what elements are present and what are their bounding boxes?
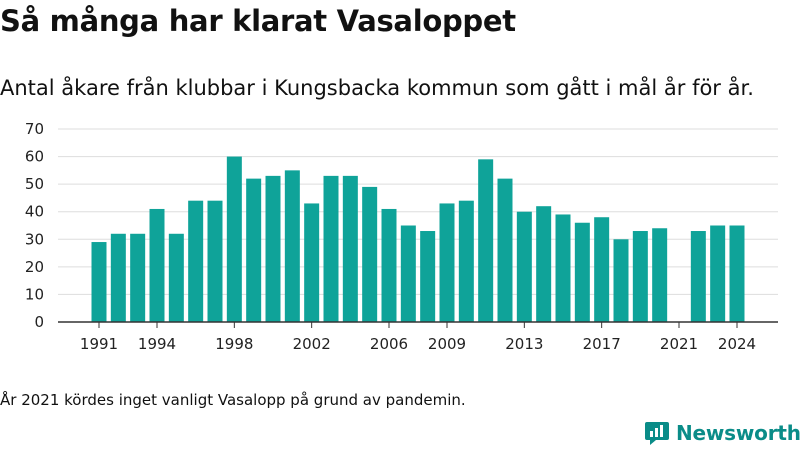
bar-2014 — [536, 206, 552, 322]
bar-1999 — [246, 178, 262, 322]
bar-2011 — [478, 159, 494, 322]
y-axis-labels: 0 10 20 30 40 50 60 70 — [25, 120, 44, 331]
bar-2005 — [362, 186, 378, 322]
bar-1998 — [226, 156, 242, 322]
gridlines — [58, 128, 778, 295]
bar-2015 — [555, 214, 571, 322]
x-tick-label-2024: 2024 — [718, 335, 756, 353]
bar-1997 — [207, 200, 223, 322]
chart-title: Så många har klarat Vasaloppet — [0, 4, 516, 38]
x-tick-label-2017: 2017 — [583, 335, 621, 353]
bar-2008 — [420, 231, 436, 322]
x-axis — [58, 321, 778, 328]
bar-1995 — [168, 233, 184, 322]
bar-2006 — [381, 208, 397, 322]
bar-2018 — [613, 239, 629, 322]
y-tick-label-60: 60 — [25, 148, 44, 166]
x-tick-label-2002: 2002 — [293, 335, 331, 353]
x-tick-label-1991: 1991 — [80, 335, 118, 353]
bar-2001 — [284, 170, 300, 322]
x-tick-label-2009: 2009 — [428, 335, 466, 353]
y-tick-label-20: 20 — [25, 258, 44, 276]
bar-1992 — [110, 233, 126, 322]
chart-subtitle: Antal åkare från klubbar i Kungsbacka ko… — [0, 76, 754, 100]
bar-2013 — [516, 211, 532, 322]
x-tick-label-2006: 2006 — [370, 335, 408, 353]
bar-2017 — [594, 217, 610, 322]
bar-chart: 0 10 20 30 40 50 60 70 1991 1994 1998 2002 2006 2009… — [25, 120, 778, 353]
bar-2003 — [323, 175, 339, 322]
bar-2002 — [304, 203, 320, 322]
bar-2012 — [497, 178, 513, 322]
bar-1993 — [130, 233, 146, 322]
x-tick-label-2021: 2021 — [660, 335, 698, 353]
bar-2022 — [690, 231, 706, 322]
footnote: År 2021 kördes inget vanligt Vasalopp på… — [0, 391, 466, 409]
bar-2023 — [710, 225, 726, 322]
y-tick-label-30: 30 — [25, 230, 44, 248]
newsworthy-logo-text: Newsworthy — [676, 421, 800, 445]
y-tick-label-50: 50 — [25, 175, 44, 193]
y-tick-label-10: 10 — [25, 285, 44, 303]
bar-2004 — [342, 175, 358, 322]
bar-2010 — [458, 200, 474, 322]
x-tick-label-1998: 1998 — [215, 335, 253, 353]
bar-1996 — [188, 200, 204, 322]
x-tick-label-2013: 2013 — [505, 335, 543, 353]
newsworthy-logo-icon — [645, 422, 669, 445]
bar-2019 — [632, 231, 648, 322]
bar-2016 — [574, 222, 590, 322]
bar-1994 — [149, 208, 165, 322]
bar-1991 — [91, 242, 107, 322]
bar-2009 — [439, 203, 455, 322]
y-tick-label-70: 70 — [25, 120, 44, 138]
bar-2007 — [400, 225, 416, 322]
bar-2020 — [652, 228, 668, 322]
bar-2024 — [729, 225, 745, 322]
x-tick-label-1994: 1994 — [138, 335, 176, 353]
y-tick-label-40: 40 — [25, 203, 44, 221]
bar-2000 — [265, 175, 281, 322]
newsworthy-logo: Newsworthy — [644, 420, 800, 446]
y-tick-label-0: 0 — [34, 313, 44, 331]
x-axis-labels: 1991 1994 1998 2002 2006 2009 2013 2017 2021 2024 — [80, 335, 756, 353]
bars — [91, 156, 745, 322]
